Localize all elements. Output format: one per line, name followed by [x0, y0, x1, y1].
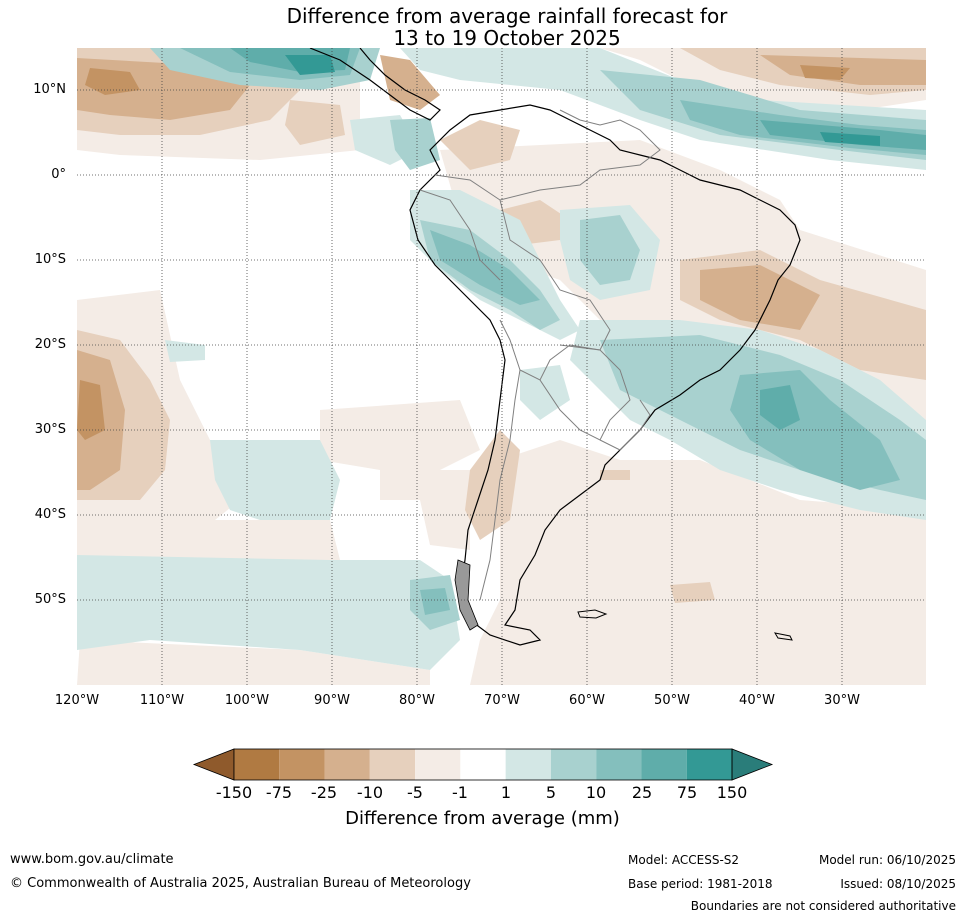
lat-label-10s: 10°S: [34, 252, 66, 267]
map-title-line1: Difference from average rainfall forecas…: [286, 4, 728, 28]
lon-label-90w: 90°W: [314, 693, 350, 708]
lon-label-110w: 110°W: [139, 693, 185, 708]
lon-label-40w: 40°W: [739, 693, 775, 708]
colorbar-tick: -75: [265, 783, 293, 802]
website-link[interactable]: www.bom.gov.au/climate: [10, 852, 174, 867]
lon-label-80w: 80°W: [399, 693, 435, 708]
lon-label-50w: 50°W: [654, 693, 690, 708]
lat-label-10n: 10°N: [33, 82, 66, 97]
central-america: [309, 48, 441, 121]
colorbar-label: Difference from average (mm): [345, 808, 620, 829]
colorbar-tick: -10: [356, 783, 384, 802]
model-run-date: Model run: 06/10/2025: [818, 853, 956, 867]
map-title-line2: 13 to 19 October 2025: [393, 26, 621, 50]
lon-label-120w: 120°W: [54, 693, 100, 708]
colorbar-tick: -150: [215, 783, 253, 802]
colorbar-segment: [234, 749, 280, 780]
lat-label-40s: 40°S: [34, 507, 66, 522]
colorbar-segment: [505, 749, 551, 780]
colorbar-tick: -1: [452, 783, 468, 802]
colorbar-segment: [324, 749, 370, 780]
colorbar-segment: [369, 749, 416, 780]
boundaries-disclaimer: Boundaries are not considered authoritat…: [690, 899, 956, 913]
colorbar-segment: [641, 749, 687, 780]
lat-label-30s: 30°S: [34, 422, 66, 437]
falkland-islands: [577, 609, 608, 619]
model-name: Model: ACCESS-S2: [628, 853, 740, 867]
colorbar-arrow-low: [192, 748, 235, 781]
colorbar: [192, 748, 774, 781]
colorbar-tick: 5: [545, 783, 557, 802]
lat-label-0: 0°: [51, 167, 66, 182]
colorbar-segment: [460, 749, 506, 780]
lat-label-50s: 50°S: [34, 592, 66, 607]
colorbar-tick: 150: [716, 783, 748, 802]
colorbar-outline: [233, 748, 733, 781]
colorbar-segment: [279, 749, 325, 780]
colorbar-segment: [596, 749, 642, 780]
colorbar-segment: [415, 749, 461, 780]
colorbar-tick: -5: [407, 783, 423, 802]
lon-label-100w: 100°W: [224, 693, 270, 708]
lon-label-60w: 60°W: [569, 693, 605, 708]
colorbar-segment: [550, 749, 597, 780]
colorbar-tick: 1: [500, 783, 512, 802]
south-georgia: [773, 632, 793, 641]
issued-date: Issued: 08/10/2025: [840, 877, 956, 891]
lon-label-70w: 70°W: [484, 693, 520, 708]
anomaly-wet-extreme: [285, 55, 880, 146]
colorbar-segment: [686, 749, 732, 780]
colorbar-tick: 75: [676, 783, 698, 802]
colorbar-arrow-high: [731, 748, 774, 781]
coastline: [409, 104, 801, 646]
colorbar-tick: 25: [631, 783, 653, 802]
copyright-text: © Commonwealth of Australia 2025, Austra…: [10, 876, 471, 891]
lat-label-20s: 20°S: [34, 337, 66, 352]
anomaly-dry-heavy: [77, 65, 850, 440]
lon-label-30w: 30°W: [824, 693, 860, 708]
base-period: Base period: 1981-2018: [628, 877, 773, 891]
southern-chile-archipelago: [454, 559, 479, 631]
gridlines: [77, 48, 926, 685]
country-borders: [419, 109, 661, 601]
colorbar-tick: -25: [310, 783, 338, 802]
colorbar-tick: 10: [585, 783, 607, 802]
